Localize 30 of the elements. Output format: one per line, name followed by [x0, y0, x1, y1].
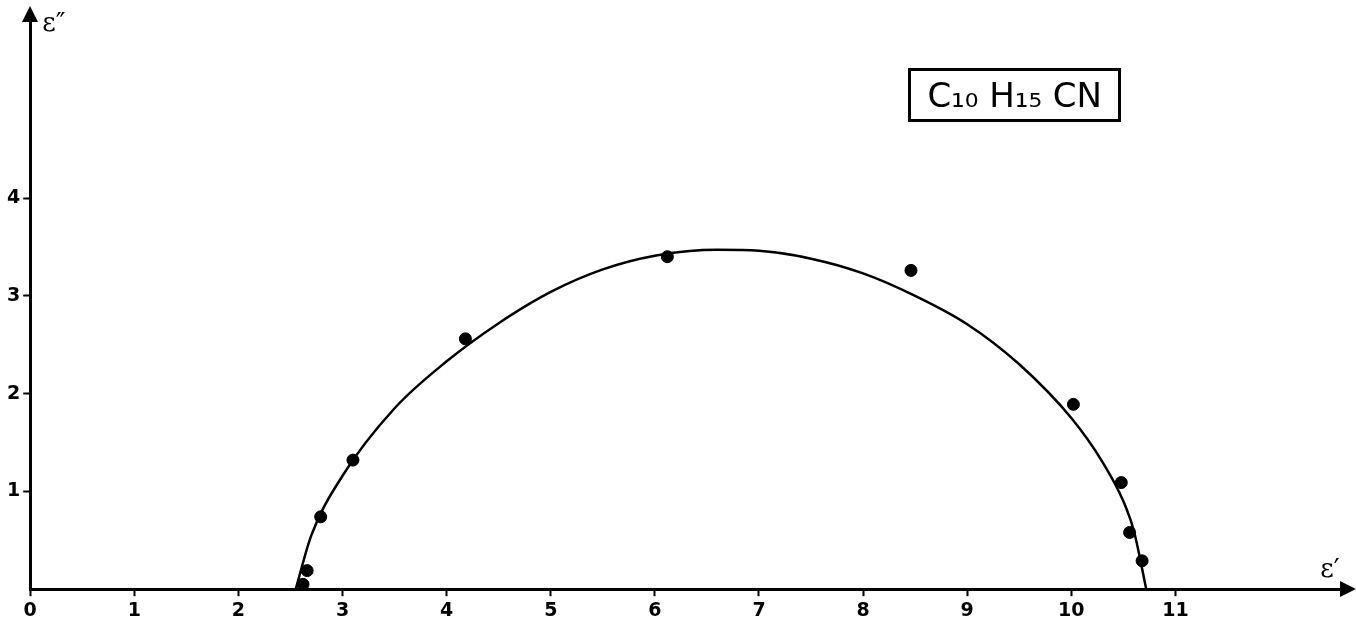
- x-tick-label: 7: [752, 597, 766, 620]
- point: [1135, 554, 1149, 568]
- x-axis-title: ε′: [1320, 552, 1340, 583]
- point: [660, 250, 674, 264]
- point: [1114, 476, 1128, 490]
- point: [1123, 525, 1137, 539]
- x-tick-label: 4: [440, 597, 454, 620]
- point: [904, 263, 918, 277]
- x-tick-label: 9: [960, 597, 974, 620]
- x-tick-label: 11: [1162, 597, 1189, 620]
- x-tick-label: 2: [231, 597, 246, 620]
- point: [314, 510, 328, 524]
- point: [458, 332, 472, 346]
- x-tick-label: 6: [648, 597, 662, 620]
- x-tick-label: 0: [23, 597, 37, 620]
- x-tick-label: 3: [335, 597, 350, 620]
- point: [296, 577, 310, 590]
- y-tick-label: 1: [6, 478, 21, 501]
- x-tick-label: 8: [856, 597, 870, 620]
- x-tick-label: 5: [544, 597, 558, 620]
- point: [346, 453, 360, 467]
- y-tick-label: 3: [6, 282, 21, 305]
- x-tick-label: 1: [127, 597, 141, 620]
- y-axis-title: ε″: [42, 6, 66, 37]
- annotation: C₁₀ H₁₅ CN: [908, 68, 1121, 122]
- point: [1066, 397, 1080, 411]
- y-tick-label: 2: [6, 380, 21, 403]
- point: [300, 564, 314, 578]
- y-tick-label: 4: [6, 184, 21, 207]
- x-tick-label: 10: [1058, 597, 1085, 620]
